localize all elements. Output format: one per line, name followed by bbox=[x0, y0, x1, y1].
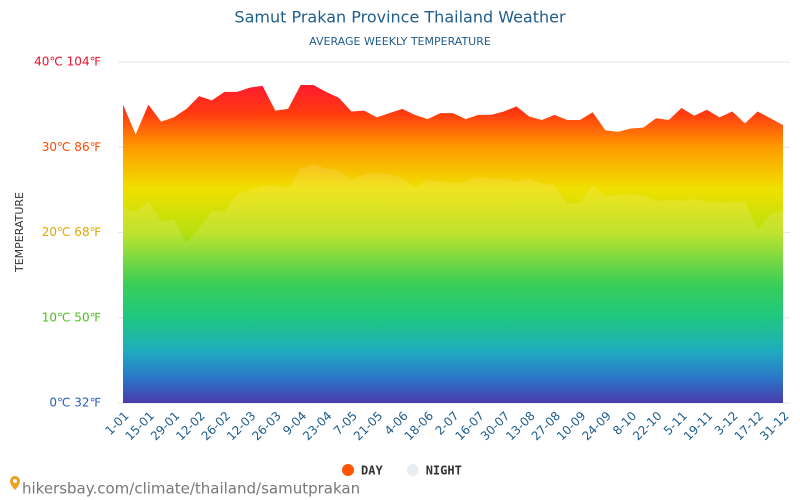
source-icon bbox=[10, 476, 20, 490]
x-tick-label: 19-11 bbox=[681, 409, 716, 444]
source: hikersbay.com/climate/thailand/samutprak… bbox=[22, 480, 360, 498]
y-tick-label: 0℃ 32℉ bbox=[49, 396, 101, 410]
day-area bbox=[123, 85, 783, 403]
x-tick-label: 31-12 bbox=[757, 409, 792, 444]
legend-label: NIGHT bbox=[426, 464, 462, 478]
y-tick-label: 40℃ 104℉ bbox=[34, 55, 101, 69]
y-tick-label: 20℃ 68℉ bbox=[42, 225, 101, 239]
chart-subtitle: AVERAGE WEEKLY TEMPERATURE bbox=[309, 35, 491, 48]
x-tick-label: 22-10 bbox=[630, 409, 665, 444]
x-tick-label: 21-05 bbox=[351, 409, 386, 444]
legend-marker bbox=[342, 464, 354, 476]
x-tick-label: 23-04 bbox=[300, 409, 335, 444]
y-tick-label: 30℃ 86℉ bbox=[42, 140, 101, 154]
legend-label: DAY bbox=[361, 464, 383, 478]
x-tick-label: 24-09 bbox=[579, 409, 614, 444]
night-area bbox=[123, 164, 783, 403]
chart-title: Samut Prakan Province Thailand Weather bbox=[234, 8, 566, 27]
legend-marker bbox=[406, 464, 419, 476]
y-tick-label: 10℃ 50℉ bbox=[42, 310, 101, 324]
x-tick-label: 26-03 bbox=[249, 409, 284, 444]
x-tick-label: 18-06 bbox=[402, 409, 437, 444]
y-axis-label: TEMPERATURE bbox=[13, 192, 26, 273]
